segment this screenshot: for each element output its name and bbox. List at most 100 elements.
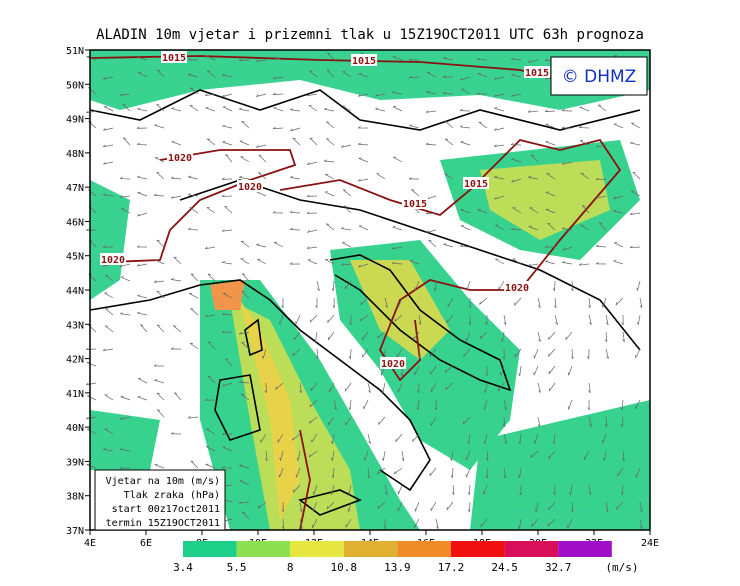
wind-arrow	[187, 193, 199, 197]
isobar-label: 1015	[464, 179, 488, 190]
wind-arrow	[416, 399, 420, 411]
wind-arrow	[596, 195, 607, 199]
wind-arrow	[578, 125, 590, 129]
wind-arrow	[173, 256, 182, 265]
wind-arrow	[119, 177, 131, 180]
wind-arrow	[497, 382, 505, 392]
wind-arrow	[460, 208, 471, 214]
wind-arrow	[443, 56, 454, 61]
wind-arrow	[485, 365, 488, 377]
wind-arrow	[273, 106, 284, 112]
wind-arrow	[204, 398, 216, 401]
wind-arrow	[357, 142, 369, 146]
wind-arrow	[170, 176, 182, 180]
wind-arrow	[418, 348, 421, 360]
wind-arrow	[239, 464, 250, 469]
wind-arrow	[518, 365, 522, 377]
wind-arrow	[408, 58, 420, 61]
wind-arrow	[222, 141, 233, 146]
wind-arrow	[295, 314, 301, 325]
wind-arrow	[605, 348, 609, 359]
wind-arrow	[102, 348, 114, 351]
colorbar-unit: (m/s)	[605, 561, 638, 574]
wind-arrow	[635, 399, 641, 410]
wind-arrow	[476, 92, 488, 95]
wind-arrow	[548, 501, 556, 510]
wind-arrow	[358, 225, 369, 231]
lat-tick-label: 40N	[66, 423, 84, 434]
wind-arrow	[188, 73, 199, 78]
lon-tick-label: 4E	[84, 538, 96, 549]
wind-arrow	[331, 433, 335, 445]
wind-arrow	[291, 433, 301, 441]
wind-arrow	[136, 245, 148, 248]
wind-arrow	[222, 106, 233, 112]
wind-arrow	[189, 104, 199, 112]
wind-arrow	[345, 518, 352, 528]
wind-arrow	[468, 297, 471, 309]
isobar-label-bg	[402, 197, 428, 209]
info-box	[94, 469, 226, 531]
wind-arrow	[565, 331, 573, 340]
wind-arrow	[187, 58, 199, 61]
wind-arrow	[306, 194, 318, 197]
isobar-label: 1020	[238, 182, 262, 193]
wind-arrow	[278, 467, 284, 478]
wind-arrow	[239, 107, 250, 112]
wind-arrow	[465, 280, 471, 291]
wind-arrow	[221, 177, 233, 180]
wind-arrow	[221, 312, 233, 316]
wind-arrow	[171, 195, 182, 199]
wind-arrow	[477, 208, 488, 214]
wind-arrow	[533, 365, 539, 376]
info-line: start 00z17oct2011	[112, 504, 220, 515]
wind-arrow	[494, 93, 505, 97]
wind-arrow	[533, 433, 539, 444]
colorbar-label: 17.2	[438, 561, 465, 574]
wind-arrow	[548, 450, 556, 460]
wind-arrow	[314, 331, 318, 343]
wind-arrow	[241, 341, 250, 350]
wind-arrow	[357, 126, 369, 129]
wind-arrow	[333, 399, 337, 410]
wind-arrow	[307, 259, 318, 265]
wind-arrow	[631, 190, 641, 197]
wind-arrow	[391, 261, 403, 265]
wind-arrow	[137, 175, 148, 180]
wind-arrow	[446, 501, 454, 511]
wind-arrow	[171, 107, 182, 112]
wind-arrow	[444, 173, 454, 180]
wind-arrow	[256, 93, 267, 97]
wind-arrow	[408, 177, 420, 180]
wind-arrow	[494, 107, 505, 112]
wind-arrow	[476, 57, 488, 61]
wind-arrow	[395, 433, 403, 443]
wind-arrow	[412, 331, 420, 341]
wind-arrow	[156, 104, 165, 112]
wind-arrow	[205, 107, 216, 112]
wind-arrow	[86, 361, 97, 367]
wind-arrow	[425, 142, 437, 146]
wind-arrow	[290, 176, 301, 180]
wind-arrow	[221, 330, 233, 333]
lat-tick-label: 50N	[66, 80, 84, 91]
wind-arrow	[272, 211, 284, 214]
lat-tick-label: 39N	[66, 457, 84, 468]
wind-arrow	[442, 91, 454, 95]
lat-tick-label: 38N	[66, 492, 84, 503]
wind-arrow	[548, 382, 556, 392]
wind-arrow	[461, 88, 471, 95]
wind-arrow	[397, 382, 403, 393]
wind-arrow	[207, 375, 216, 384]
wind-arrow	[292, 484, 301, 493]
wind-arrow	[562, 261, 573, 265]
wind-arrow	[85, 382, 97, 386]
wind-arrow	[222, 73, 233, 78]
wind-arrow	[277, 433, 284, 443]
wind-arrow	[604, 416, 608, 428]
wind-arrow	[327, 314, 335, 323]
wind-arrow	[102, 245, 114, 248]
wind-arrow	[531, 518, 539, 528]
wind-arrow	[289, 210, 301, 214]
isobar-label-bg	[100, 253, 126, 265]
